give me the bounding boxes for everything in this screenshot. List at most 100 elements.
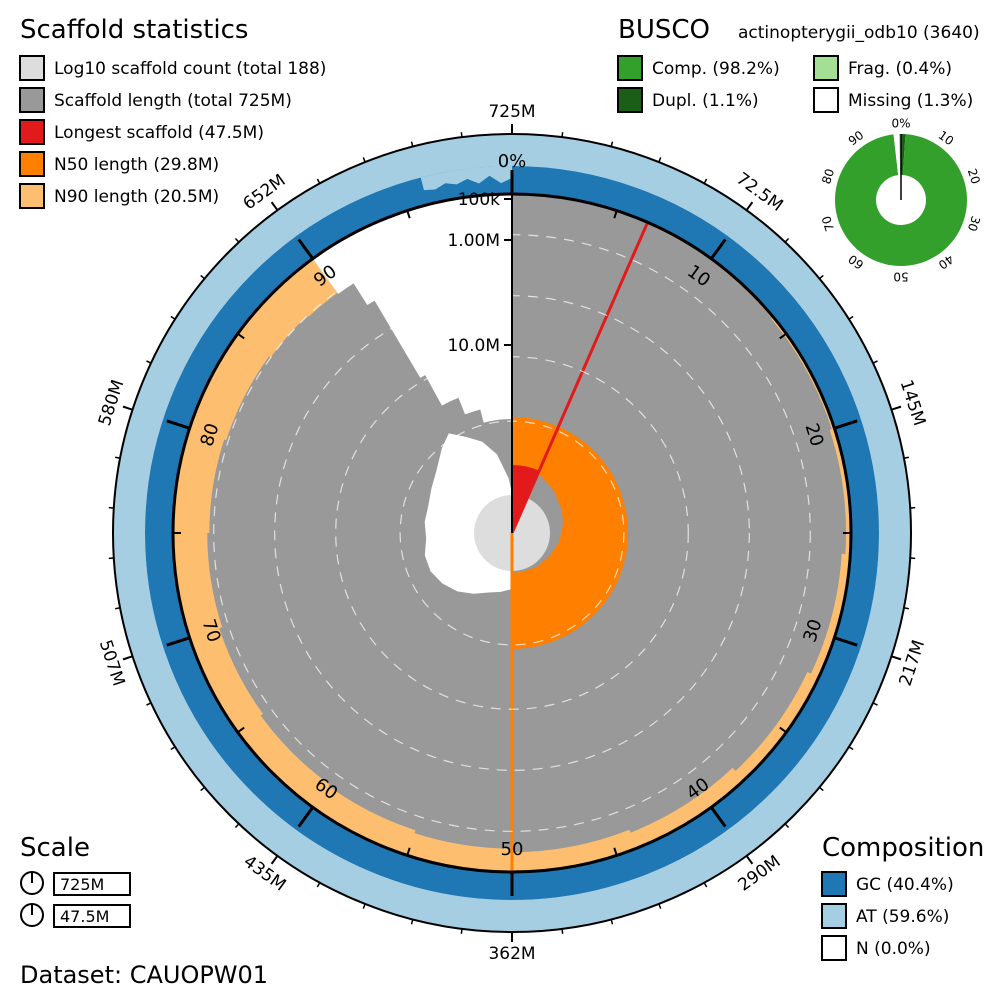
legend-item-n50: N50 length (29.8M) <box>19 151 219 177</box>
busco-item-fragmented: Frag. (0.4%) <box>813 55 952 81</box>
outer-tick <box>891 655 902 661</box>
busco-label-fragmented: Frag. (0.4%) <box>848 59 952 79</box>
busco-item-missing: Missing (1.3%) <box>813 87 973 113</box>
outer-tick <box>745 201 754 211</box>
busco-tick-label: 20 <box>965 167 983 186</box>
outer-tick-label: 580M <box>95 377 129 428</box>
scale-label-longest: 47.5M <box>60 907 109 926</box>
busco-tick-label: 60 <box>846 252 867 272</box>
composition-item-n: N (0.0%) <box>821 935 931 961</box>
outer-minor-tick <box>561 132 564 138</box>
scale-label-total: 725M <box>60 875 104 894</box>
legend-swatch-length <box>19 87 45 113</box>
outer-minor-tick <box>818 274 824 280</box>
composition-title: Composition <box>822 833 984 863</box>
percent-tick-label: 50 <box>501 839 524 860</box>
busco-complete-arc <box>835 134 967 266</box>
gc-end-variation <box>420 166 512 191</box>
scale-item-longest: 47.5M <box>20 903 131 928</box>
legend-swatch-longest <box>19 119 45 145</box>
outer-minor-tick <box>561 928 564 934</box>
chart-layer: 100k1.00M10.0M0%102030405060708090725M72… <box>95 102 983 964</box>
percent-tick <box>166 636 192 647</box>
busco-title: BUSCO <box>618 15 710 45</box>
outer-minor-tick <box>460 132 463 138</box>
legend-swatch-count <box>19 55 45 81</box>
outer-minor-tick <box>362 903 366 909</box>
outer-minor-tick <box>610 919 614 925</box>
percent-minor-tick <box>779 726 787 733</box>
busco-swatch-missing <box>813 87 839 113</box>
outer-tick-label: 362M <box>488 944 535 964</box>
outer-minor-tick <box>903 607 909 610</box>
legend-label-n90: N90 length (20.5M) <box>54 187 219 207</box>
outer-tick <box>122 655 133 661</box>
busco-item-complete: Comp. (98.2%) <box>617 55 780 81</box>
busco-label-duplicated: Dupl. (1.1%) <box>652 91 759 111</box>
scale-box-total <box>53 872 131 896</box>
legend-item-longest: Longest scaffold (47.5M) <box>19 119 264 145</box>
percent-minor-tick <box>237 726 245 733</box>
outer-minor-tick <box>848 315 854 320</box>
percent-tick <box>832 636 858 647</box>
busco-tick-label: 10 <box>936 128 957 148</box>
percent-tick <box>297 238 315 261</box>
outer-minor-tick <box>170 315 176 320</box>
outer-minor-tick <box>784 237 790 243</box>
outer-tick-label: 145M <box>896 377 930 428</box>
percent-minor-tick <box>779 333 787 340</box>
busco-item-duplicated: Dupl. (1.1%) <box>617 87 759 113</box>
percent-minor-tick <box>613 211 618 219</box>
outer-minor-tick <box>610 141 614 147</box>
n50-sector <box>512 417 628 649</box>
busco-swatch-fragmented <box>813 55 839 81</box>
busco-label-missing: Missing (1.3%) <box>848 91 973 111</box>
composition-swatch-n <box>821 935 847 961</box>
composition-legend: Composition GC (40.4%) AT (59.6%) N (0.0… <box>821 833 984 961</box>
percent-minor-tick <box>613 847 618 855</box>
legend-swatch-n50 <box>19 151 45 177</box>
legend-item-count: Log10 scaffold count (total 188) <box>19 55 326 81</box>
busco-tick-label: 90 <box>846 128 867 148</box>
busco-legend: BUSCO actinopterygii_odb10 (3640) Comp. … <box>617 15 980 113</box>
busco-tick-label: 50 <box>893 270 908 284</box>
outer-tick <box>745 855 754 865</box>
scale-title: Scale <box>20 833 90 863</box>
scaffold-legend: Scaffold statistics Log10 scaffold count… <box>19 15 326 209</box>
composition-item-gc: GC (40.4%) <box>821 871 954 897</box>
composition-swatch-at <box>821 903 847 929</box>
composition-label-at: AT (59.6%) <box>856 907 949 927</box>
outer-minor-tick <box>903 456 909 459</box>
legend-label-count: Log10 scaffold count (total 188) <box>54 59 326 79</box>
outer-minor-tick <box>115 607 121 610</box>
outer-minor-tick <box>115 456 121 459</box>
busco-label-complete: Comp. (98.2%) <box>652 59 780 79</box>
busco-lineage: actinopterygii_odb10 (3640) <box>738 23 980 43</box>
at-ring <box>113 134 911 932</box>
scale-item-total: 725M <box>20 871 131 896</box>
radial-tick-label: 1.00M <box>447 231 500 251</box>
outer-minor-tick <box>316 178 321 184</box>
scale-legend: Scale 725M 47.5M <box>20 833 131 928</box>
percent-minor-tick <box>237 333 245 340</box>
busco-swatch-complete <box>617 55 643 81</box>
percent-minor-tick <box>406 211 411 219</box>
outer-minor-tick <box>848 746 854 751</box>
outer-minor-tick <box>200 274 206 280</box>
busco-tick-label: 0% <box>891 117 910 131</box>
busco-duplicated-arc <box>901 134 906 176</box>
outer-minor-tick <box>146 360 152 364</box>
outer-minor-tick <box>872 702 878 706</box>
percent-tick <box>166 419 192 430</box>
composition-swatch-gc <box>821 871 847 897</box>
outer-tick-label: 725M <box>488 102 535 122</box>
outer-tick <box>270 855 279 865</box>
percent-tick <box>832 419 858 430</box>
composition-item-at: AT (59.6%) <box>821 903 949 929</box>
busco-tick-label: 80 <box>819 167 837 186</box>
outer-minor-tick <box>460 928 463 934</box>
radial-tick-label: 100k <box>458 190 500 210</box>
composition-label-n: N (0.0%) <box>856 939 931 959</box>
busco-tick-label: 40 <box>936 252 957 272</box>
